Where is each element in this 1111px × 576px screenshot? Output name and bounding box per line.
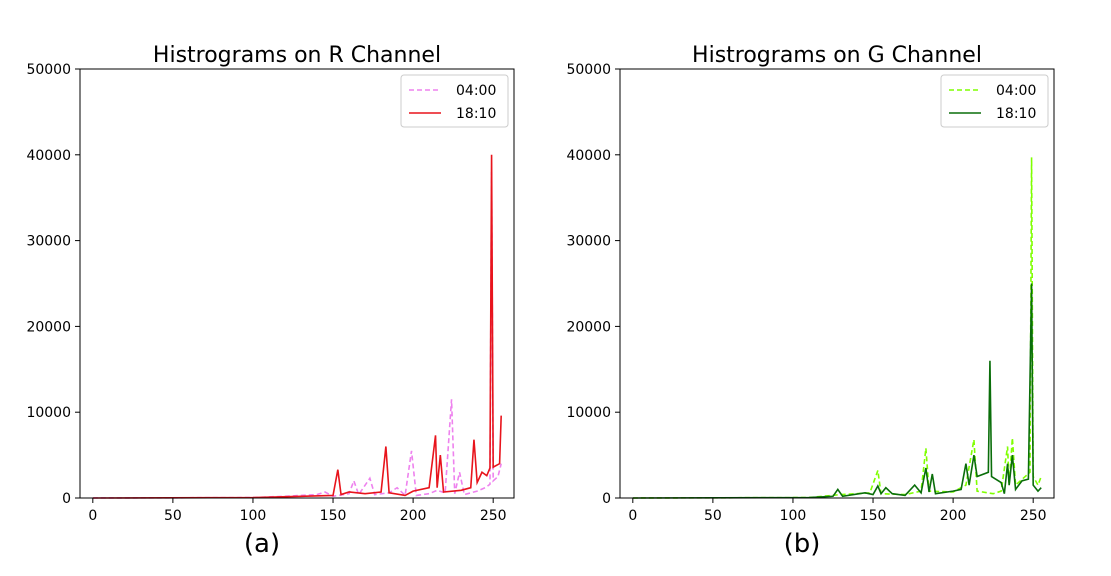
chart-panel-0: Histrograms on R Channel 0 50 100 150 200 250 0… xyxy=(26,43,515,559)
series-line-18:10 xyxy=(92,154,502,499)
legend-label: 18:10 xyxy=(996,106,1036,122)
plot-frame xyxy=(79,68,515,499)
x-tick-label: 250 xyxy=(1020,508,1047,524)
y-tick-label: 30000 xyxy=(566,234,611,250)
y-tick-label: 0 xyxy=(602,491,611,507)
x-tick-label: 50 xyxy=(704,508,722,524)
chart-title: Histrograms on G Channel xyxy=(692,43,982,68)
y-tick-label: 10000 xyxy=(26,405,71,421)
chart-panel-1: Histrograms on G Channel 0 50 100 150 200 250 0… xyxy=(566,43,1055,559)
series-line-18:10 xyxy=(632,283,1042,499)
legend: 04:00 18:10 xyxy=(940,74,1049,128)
legend-box xyxy=(400,74,509,128)
y-tick-label: 30000 xyxy=(26,234,71,250)
x-tick-label: 200 xyxy=(400,508,427,524)
y-tick-label: 20000 xyxy=(26,319,71,335)
x-tick-label: 100 xyxy=(780,508,807,524)
x-tick-label: 0 xyxy=(628,508,637,524)
plot-frame xyxy=(619,68,1055,499)
x-tick-label: 150 xyxy=(860,508,887,524)
x-tick-label: 250 xyxy=(480,508,507,524)
y-tick-label: 50000 xyxy=(566,62,611,78)
y-tick-label: 0 xyxy=(62,491,71,507)
y-tick-label: 50000 xyxy=(26,62,71,78)
chart-title: Histrograms on R Channel xyxy=(153,43,441,68)
legend-label: 18:10 xyxy=(456,106,496,122)
series-line-04:00 xyxy=(632,157,1042,499)
legend-label: 04:00 xyxy=(996,83,1036,99)
panel-caption: (a) xyxy=(244,529,280,559)
panel-caption: (b) xyxy=(784,529,821,559)
y-tick-label: 40000 xyxy=(26,148,71,164)
x-tick-label: 200 xyxy=(940,508,967,524)
legend-label: 04:00 xyxy=(456,83,496,99)
legend: 04:00 18:10 xyxy=(400,74,509,128)
x-tick-label: 100 xyxy=(240,508,267,524)
series-line-04:00 xyxy=(92,171,502,499)
x-tick-label: 0 xyxy=(88,508,97,524)
legend-box xyxy=(940,74,1049,128)
x-tick-label: 50 xyxy=(164,508,182,524)
x-tick-label: 150 xyxy=(320,508,347,524)
y-tick-label: 10000 xyxy=(566,405,611,421)
y-tick-label: 20000 xyxy=(566,319,611,335)
y-tick-label: 40000 xyxy=(566,148,611,164)
